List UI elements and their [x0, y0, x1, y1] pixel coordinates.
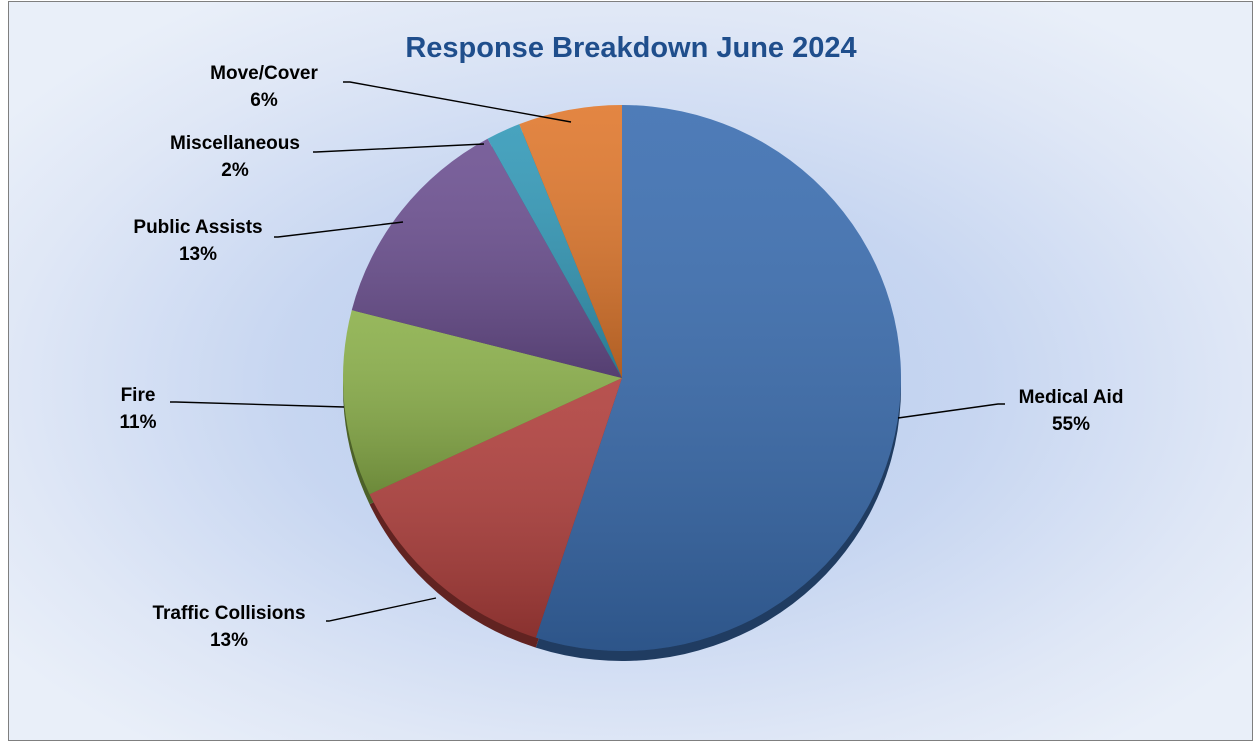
- leader-line-fire: [170, 401, 345, 408]
- leader-line-public-assists: [274, 221, 404, 238]
- pie-slice-shading-move-cover: [519, 105, 622, 378]
- slice-percent-fire: 11%: [120, 412, 157, 433]
- slice-percent-public-assists: 13%: [179, 244, 217, 265]
- pie-slice-shading-fire: [343, 310, 622, 495]
- leader-line-miscellaneous: [313, 143, 485, 153]
- slice-percent-miscellaneous: 2%: [221, 160, 249, 181]
- slice-label-miscellaneous: Miscellaneous: [170, 133, 300, 154]
- slice-label-fire: Fire: [121, 385, 156, 406]
- leader-line-move-cover: [343, 81, 572, 123]
- slice-label-traffic-collisions: Traffic Collisions: [152, 603, 305, 624]
- pie-slice-shading-medical-aid: [535, 105, 901, 652]
- pie-slice-shading-miscellaneous: [487, 124, 622, 378]
- slice-percent-medical-aid: 55%: [1052, 414, 1090, 435]
- slice-percent-move-cover: 6%: [250, 90, 278, 111]
- slice-label-public-assists: Public Assists: [133, 217, 262, 238]
- leader-line-traffic-collisions: [326, 597, 437, 622]
- slice-label-medical-aid: Medical Aid: [1019, 387, 1124, 408]
- slice-percent-traffic-collisions: 13%: [210, 630, 248, 651]
- pie-slice-shading-public-assists: [351, 138, 622, 378]
- chart-title: Response Breakdown June 2024: [405, 32, 856, 64]
- pie-slice-shading-traffic-collisions: [369, 378, 622, 638]
- leader-line-medical-aid: [897, 403, 1005, 419]
- slice-label-move-cover: Move/Cover: [210, 63, 318, 84]
